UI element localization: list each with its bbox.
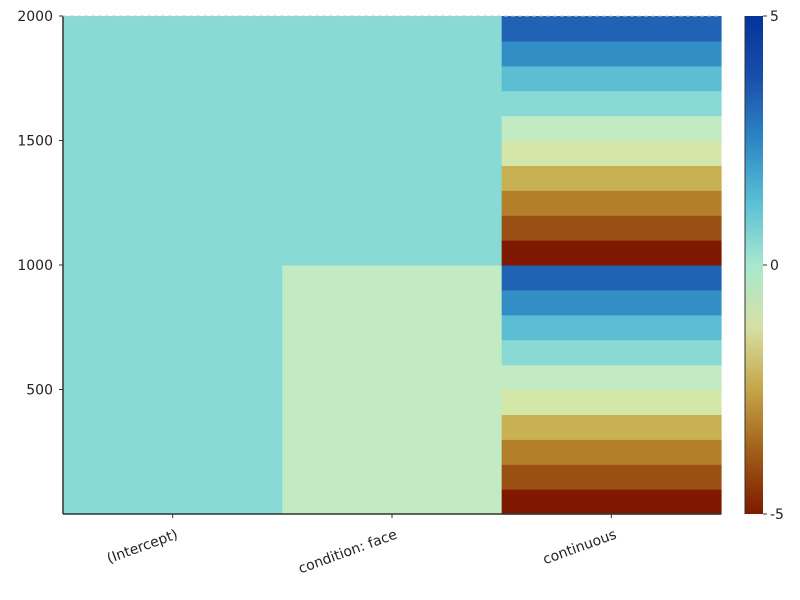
colorbar-tick-label: 5	[770, 9, 779, 25]
heatmap-cell-2-8	[501, 289, 722, 316]
y-axis-ticks: 500 1000 1500 2000	[17, 9, 63, 399]
colorbar: -5 0 5	[744, 9, 784, 523]
heatmap-cell-2-4	[501, 389, 722, 415]
heatmap-cell-2-16	[501, 90, 722, 117]
heatmap-cell-2-14	[501, 140, 722, 166]
heatmap-cell-0-0	[63, 16, 283, 515]
heatmap-cell-2-2	[501, 439, 722, 465]
heatmap-cell-2-19	[501, 16, 722, 42]
heatmap-cell-2-6	[501, 339, 722, 366]
heatmap-cell-2-1	[501, 464, 722, 490]
heatmap-cell-2-3	[501, 414, 722, 440]
x-axis-ticks: (Intercept) condition: face continuous	[105, 514, 619, 577]
x-tick-label: (Intercept)	[105, 527, 180, 567]
x-tick-label: continuous	[541, 527, 619, 568]
heatmap-cell-2-18	[501, 40, 722, 67]
heatmap-cell-2-0	[501, 489, 722, 515]
heatmap-cell-1-1	[282, 16, 503, 266]
heatmap-cell-2-7	[501, 314, 722, 341]
colorbar-tick-label: 0	[770, 258, 779, 274]
heatmap-cell-1-0	[282, 265, 503, 515]
y-tick-label: 1500	[17, 134, 53, 150]
y-tick-label: 500	[26, 383, 53, 399]
x-tick-label: condition: face	[296, 527, 399, 578]
heatmap-cell-2-17	[501, 65, 722, 92]
heatmap-cell-2-15	[501, 115, 722, 142]
heatmap-cells	[63, 16, 722, 515]
heatmap-cell-2-13	[501, 165, 722, 191]
heatmap-cell-2-12	[501, 190, 722, 216]
colorbar-tick-label: -5	[770, 507, 784, 523]
y-tick-label: 2000	[17, 9, 53, 25]
heatmap-cell-2-11	[501, 215, 722, 241]
heatmap-cell-2-10	[501, 240, 722, 266]
heatmap-cell-2-9	[501, 265, 722, 291]
colorbar-gradient	[745, 16, 763, 514]
y-tick-label: 1000	[17, 258, 53, 274]
heatmap-cell-2-5	[501, 364, 722, 391]
